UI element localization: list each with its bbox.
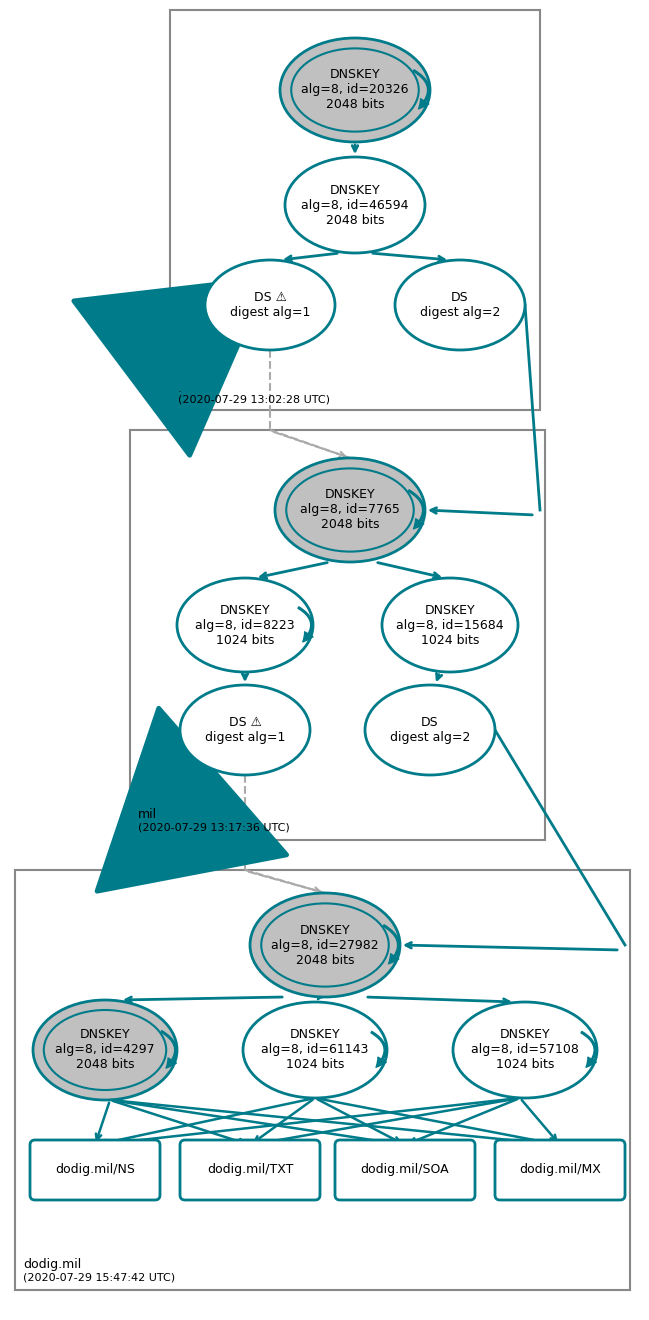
Text: DNSKEY
alg=8, id=15684
1024 bits: DNSKEY alg=8, id=15684 1024 bits: [396, 603, 504, 647]
Text: dodig.mil: dodig.mil: [23, 1258, 81, 1271]
Text: (2020-07-29 15:47:42 UTC): (2020-07-29 15:47:42 UTC): [23, 1272, 175, 1282]
Ellipse shape: [275, 458, 425, 562]
FancyBboxPatch shape: [495, 1140, 625, 1200]
Text: dodig.mil/SOA: dodig.mil/SOA: [361, 1163, 449, 1176]
Text: DS
digest alg=2: DS digest alg=2: [390, 715, 470, 744]
Text: DS
digest alg=2: DS digest alg=2: [420, 290, 500, 319]
Ellipse shape: [453, 1002, 597, 1098]
Ellipse shape: [33, 1001, 177, 1100]
Text: DNSKEY
alg=8, id=4297
2048 bits: DNSKEY alg=8, id=4297 2048 bits: [55, 1028, 155, 1072]
Ellipse shape: [395, 260, 525, 350]
Text: DS ⚠
digest alg=1: DS ⚠ digest alg=1: [205, 715, 285, 744]
Text: (2020-07-29 13:17:36 UTC): (2020-07-29 13:17:36 UTC): [138, 822, 289, 832]
Ellipse shape: [382, 578, 518, 672]
FancyArrowPatch shape: [384, 925, 399, 964]
FancyArrowPatch shape: [298, 607, 313, 642]
Text: DNSKEY
alg=8, id=7765
2048 bits: DNSKEY alg=8, id=7765 2048 bits: [300, 488, 400, 532]
FancyArrowPatch shape: [371, 1031, 386, 1068]
Text: DNSKEY
alg=8, id=61143
1024 bits: DNSKEY alg=8, id=61143 1024 bits: [262, 1028, 369, 1072]
FancyBboxPatch shape: [335, 1140, 475, 1200]
Text: DS ⚠
digest alg=1: DS ⚠ digest alg=1: [230, 290, 310, 319]
Ellipse shape: [243, 1002, 387, 1098]
FancyArrowPatch shape: [413, 70, 430, 108]
FancyBboxPatch shape: [30, 1140, 160, 1200]
Text: DNSKEY
alg=8, id=27982
2048 bits: DNSKEY alg=8, id=27982 2048 bits: [271, 924, 379, 966]
Ellipse shape: [285, 157, 425, 253]
FancyArrowPatch shape: [408, 490, 424, 529]
Text: dodig.mil/NS: dodig.mil/NS: [55, 1163, 135, 1176]
Text: DNSKEY
alg=8, id=46594
2048 bits: DNSKEY alg=8, id=46594 2048 bits: [301, 183, 409, 227]
Text: DNSKEY
alg=8, id=20326
2048 bits: DNSKEY alg=8, id=20326 2048 bits: [301, 69, 409, 111]
FancyBboxPatch shape: [180, 1140, 320, 1200]
Ellipse shape: [205, 260, 335, 350]
Text: mil: mil: [138, 808, 157, 821]
Text: DNSKEY
alg=8, id=8223
1024 bits: DNSKEY alg=8, id=8223 1024 bits: [195, 603, 295, 647]
Text: dodig.mil/MX: dodig.mil/MX: [519, 1163, 601, 1176]
Bar: [130, 430, 545, 840]
Text: DNSKEY
alg=8, id=57108
1024 bits: DNSKEY alg=8, id=57108 1024 bits: [471, 1028, 579, 1072]
Bar: [170, 11, 540, 411]
Text: .: .: [178, 384, 182, 393]
Ellipse shape: [180, 685, 310, 775]
Ellipse shape: [177, 578, 313, 672]
Ellipse shape: [280, 38, 430, 143]
Text: dodig.mil/TXT: dodig.mil/TXT: [207, 1163, 293, 1176]
FancyArrowPatch shape: [161, 1031, 177, 1068]
Ellipse shape: [365, 685, 495, 775]
FancyArrowPatch shape: [581, 1031, 596, 1068]
Bar: [15, 870, 630, 1290]
Text: (2020-07-29 13:02:28 UTC): (2020-07-29 13:02:28 UTC): [178, 393, 330, 404]
Ellipse shape: [250, 894, 400, 997]
